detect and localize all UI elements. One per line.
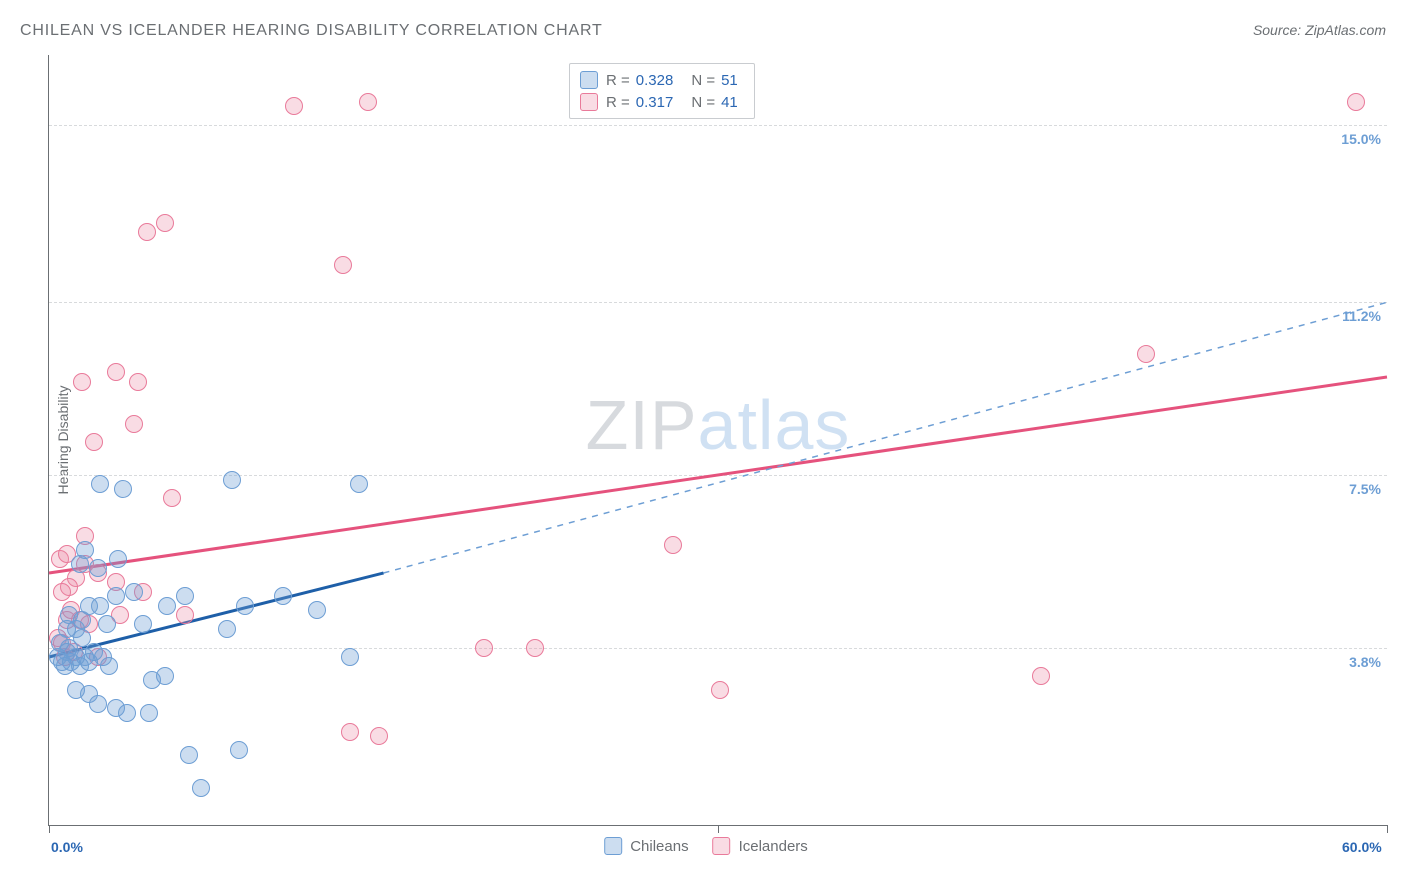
chileans-point: [156, 667, 174, 685]
legend-swatch: [604, 837, 622, 855]
chileans-point: [98, 615, 116, 633]
chileans-point: [89, 559, 107, 577]
chileans-point: [230, 741, 248, 759]
chileans-point: [192, 779, 210, 797]
icelanders-point: [138, 223, 156, 241]
icelanders-point: [176, 606, 194, 624]
icelanders-point: [1347, 93, 1365, 111]
icelanders-point: [73, 373, 91, 391]
icelanders-point: [1137, 345, 1155, 363]
chileans-point: [125, 583, 143, 601]
chileans-point: [89, 695, 107, 713]
chileans-point: [73, 611, 91, 629]
icelanders-point: [1032, 667, 1050, 685]
chileans-point: [274, 587, 292, 605]
chileans-point: [114, 480, 132, 498]
icelanders-point: [125, 415, 143, 433]
chileans-point: [236, 597, 254, 615]
icelanders-point: [711, 681, 729, 699]
icelanders-point: [163, 489, 181, 507]
icelanders-point: [334, 256, 352, 274]
legend-swatch: [713, 837, 731, 855]
chileans-trend-line-dashed: [384, 302, 1388, 573]
icelanders-point: [475, 639, 493, 657]
chileans-point: [218, 620, 236, 638]
x-tick: [49, 825, 50, 833]
icelanders-trend-line: [49, 377, 1387, 573]
icelanders-point: [107, 363, 125, 381]
chileans-point: [223, 471, 241, 489]
icelanders-point: [156, 214, 174, 232]
icelanders-point: [664, 536, 682, 554]
icelanders-point: [53, 583, 71, 601]
x-tick-label: 0.0%: [51, 839, 83, 855]
icelanders-point: [129, 373, 147, 391]
chileans-point: [140, 704, 158, 722]
chileans-point: [91, 475, 109, 493]
chileans-point: [341, 648, 359, 666]
series-legend: Chileans Icelanders: [604, 837, 832, 855]
x-tick: [1387, 825, 1388, 833]
scatter-plot: Hearing Disability ZIPatlas R =0.328N =5…: [48, 55, 1387, 826]
chileans-point: [350, 475, 368, 493]
icelanders-point: [370, 727, 388, 745]
chileans-point: [158, 597, 176, 615]
chileans-point: [76, 541, 94, 559]
chileans-point: [107, 587, 125, 605]
chart-title: CHILEAN VS ICELANDER HEARING DISABILITY …: [20, 22, 603, 40]
legend-series-label: Icelanders: [739, 838, 808, 855]
chileans-point: [176, 587, 194, 605]
legend-series-label: Chileans: [630, 838, 688, 855]
x-tick: [718, 825, 719, 833]
chileans-point: [134, 615, 152, 633]
chileans-point: [118, 704, 136, 722]
x-tick-label: 60.0%: [1342, 839, 1382, 855]
trend-lines: [49, 55, 1387, 825]
chart-source: Source: ZipAtlas.com: [1253, 22, 1386, 38]
chileans-point: [180, 746, 198, 764]
icelanders-point: [341, 723, 359, 741]
icelanders-point: [526, 639, 544, 657]
icelanders-point: [85, 433, 103, 451]
chileans-point: [308, 601, 326, 619]
chileans-point: [109, 550, 127, 568]
icelanders-point: [285, 97, 303, 115]
chileans-point: [100, 657, 118, 675]
icelanders-point: [359, 93, 377, 111]
